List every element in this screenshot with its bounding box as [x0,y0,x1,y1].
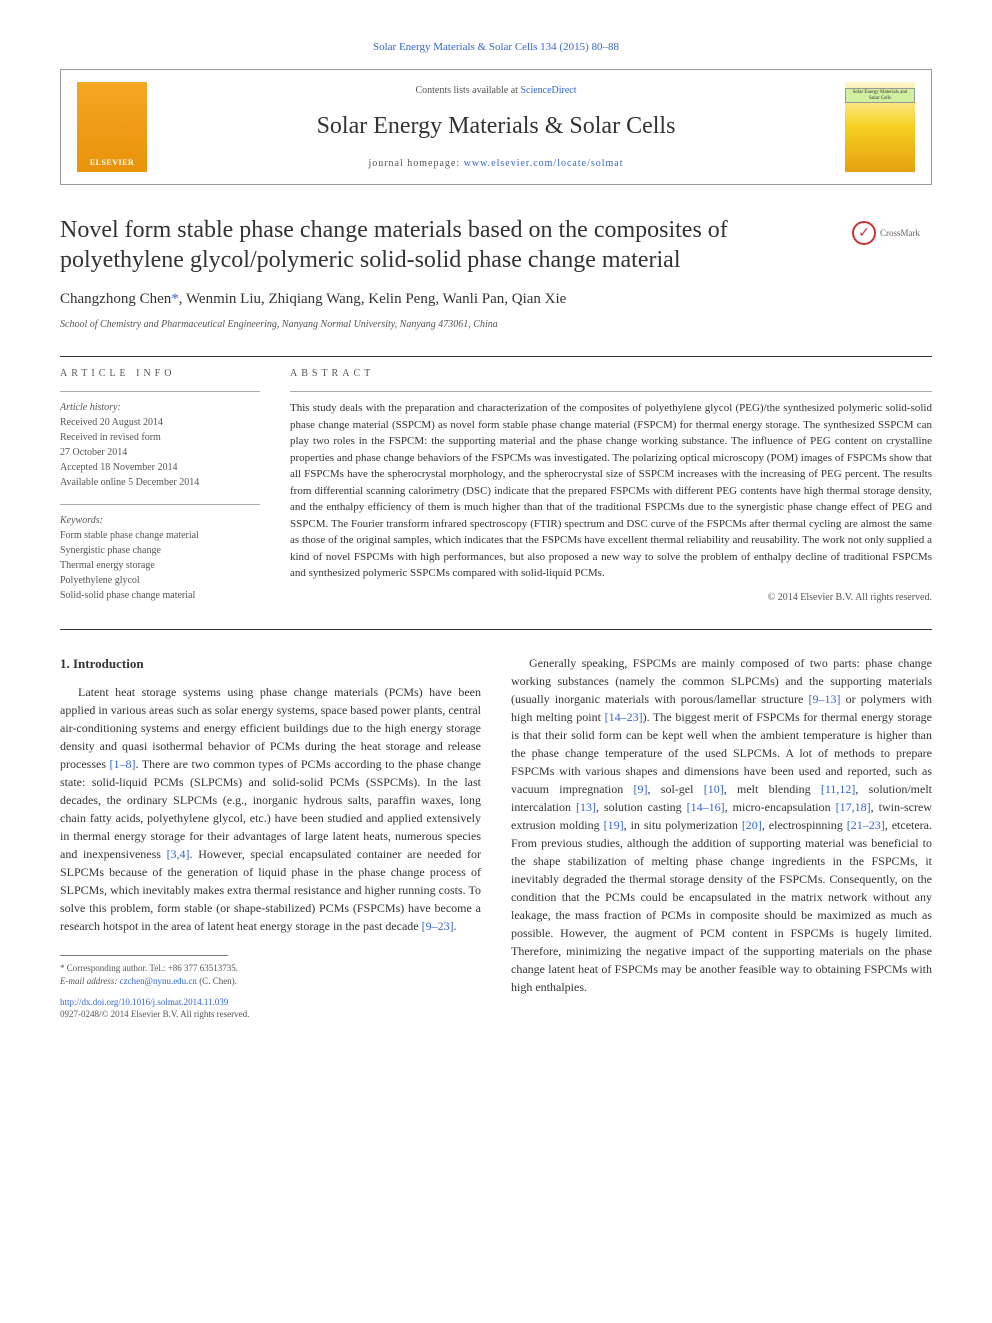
corresponding-author-footnote: * Corresponding author. Tel.: +86 377 63… [60,962,481,975]
history-heading: Article history: [60,400,260,415]
body-columns: 1. Introduction Latent heat storage syst… [60,654,932,1021]
ref-link[interactable]: [9–23] [422,919,454,933]
contents-available-line: Contents lists available at ScienceDirec… [147,84,845,98]
issn-copyright-line: 0927-0248/© 2014 Elsevier B.V. All right… [60,1009,249,1019]
article-history-block: Article history: Received 20 August 2014… [60,391,260,490]
footnote-separator [60,955,228,956]
body-column-right: Generally speaking, FSPCMs are mainly co… [511,654,932,1021]
abstract-label: ABSTRACT [290,367,932,381]
article-title: Novel form stable phase change materials… [60,215,832,275]
journal-name: Solar Energy Materials & Solar Cells [147,110,845,144]
journal-homepage-line: journal homepage: www.elsevier.com/locat… [147,157,845,171]
email-suffix: (C. Chen). [197,976,237,986]
body-column-left: 1. Introduction Latent heat storage syst… [60,654,481,1021]
ref-link[interactable]: [3,4] [167,847,190,861]
ref-link[interactable]: [17,18] [836,800,871,814]
history-line: Accepted 18 November 2014 [60,460,260,475]
homepage-prefix: journal homepage: [368,158,463,169]
abstract-column: ABSTRACT This study deals with the prepa… [290,367,932,619]
ref-link[interactable]: [9–13] [808,692,840,706]
email-label: E-mail address: [60,976,120,986]
abstract-text: This study deals with the preparation an… [290,400,932,582]
authors-line: Changzhong Chen*, Wenmin Liu, Zhiqiang W… [60,289,932,310]
email-footnote: E-mail address: czchen@nynu.edu.cn (C. C… [60,975,481,988]
intro-paragraph-2: Generally speaking, FSPCMs are mainly co… [511,654,932,996]
corresponding-mark[interactable]: * [171,291,179,307]
author-primary: Changzhong Chen [60,291,171,307]
journal-header-box: ELSEVIER Contents lists available at Sci… [60,69,932,185]
journal-cover-thumbnail: Solar Energy Materials and Solar Cells [845,82,915,172]
ref-link[interactable]: [9] [634,782,648,796]
keyword: Synergistic phase change [60,543,260,558]
sciencedirect-link[interactable]: ScienceDirect [520,85,576,96]
section-heading-introduction: 1. Introduction [60,654,481,674]
keyword: Solid-solid phase change material [60,588,260,603]
authors-rest: , Wenmin Liu, Zhiqiang Wang, Kelin Peng,… [179,291,567,307]
intro-paragraph-1: Latent heat storage systems using phase … [60,683,481,935]
journal-cover-label: Solar Energy Materials and Solar Cells [845,88,915,103]
keywords-block: Keywords: Form stable phase change mater… [60,504,260,603]
ref-link[interactable]: [14–16] [687,800,725,814]
header-center: Contents lists available at ScienceDirec… [147,84,845,172]
journal-ref-link[interactable]: Solar Energy Materials & Solar Cells 134… [373,41,619,53]
article-info-label: ARTICLE INFO [60,367,260,381]
ref-link[interactable]: [10] [704,782,724,796]
keyword: Polyethylene glycol [60,573,260,588]
contents-prefix: Contents lists available at [415,85,520,96]
title-row: Novel form stable phase change materials… [60,215,932,275]
keyword: Thermal energy storage [60,558,260,573]
ref-link[interactable]: [19] [604,818,624,832]
rule-top [60,356,932,357]
elsevier-logo-label: ELSEVIER [90,157,134,168]
homepage-link[interactable]: www.elsevier.com/locate/solmat [464,158,624,169]
email-link[interactable]: czchen@nynu.edu.cn [120,976,197,986]
ref-link[interactable]: [1–8] [110,757,136,771]
crossmark-icon: ✓ [852,221,876,245]
info-abstract-row: ARTICLE INFO Article history: Received 2… [60,367,932,619]
history-line: Available online 5 December 2014 [60,475,260,490]
history-line: 27 October 2014 [60,445,260,460]
ref-link[interactable]: [13] [576,800,596,814]
elsevier-logo: ELSEVIER [77,82,147,172]
article-info-column: ARTICLE INFO Article history: Received 2… [60,367,260,619]
keywords-heading: Keywords: [60,513,260,528]
ref-link[interactable]: [21–23] [847,818,885,832]
ref-link[interactable]: [11,12] [821,782,856,796]
journal-reference: Solar Energy Materials & Solar Cells 134… [60,40,932,55]
rule-bottom [60,629,932,630]
keyword: Form stable phase change material [60,528,260,543]
crossmark-badge[interactable]: ✓ CrossMark [852,221,932,245]
affiliation: School of Chemistry and Pharmaceutical E… [60,318,932,332]
ref-link[interactable]: [14–23] [605,710,643,724]
doi-block: http://dx.doi.org/10.1016/j.solmat.2014.… [60,996,481,1021]
history-line: Received in revised form [60,430,260,445]
abstract-copyright: © 2014 Elsevier B.V. All rights reserved… [290,590,932,605]
crossmark-label: CrossMark [880,227,920,240]
ref-link[interactable]: [20] [742,818,762,832]
history-line: Received 20 August 2014 [60,415,260,430]
doi-link[interactable]: http://dx.doi.org/10.1016/j.solmat.2014.… [60,997,228,1007]
